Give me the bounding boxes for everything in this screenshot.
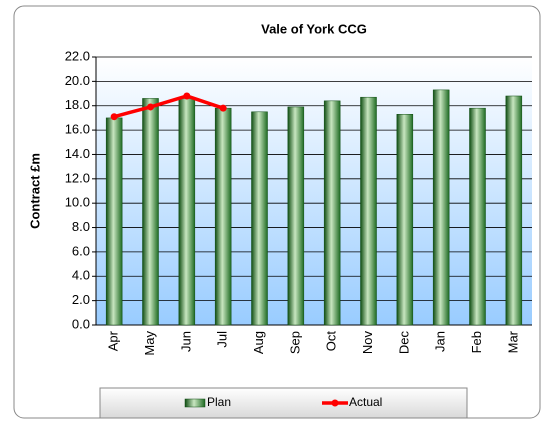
bar [214, 107, 232, 326]
line-marker [183, 92, 191, 100]
y-tick-label: 18.0 [65, 97, 90, 112]
y-axis-label: Contract £m [27, 153, 42, 229]
x-tick-label: Dec [396, 331, 411, 355]
y-tick-label: 4.0 [72, 268, 90, 283]
bar [105, 117, 123, 326]
y-tick-label: 10.0 [65, 195, 90, 210]
x-tick-label: Apr [106, 330, 121, 351]
bar [287, 106, 305, 326]
x-tick-label: Sep [287, 331, 302, 354]
legend-label: Plan [207, 395, 231, 409]
bar [469, 107, 486, 326]
x-tick-label: Aug [251, 331, 266, 354]
y-tick-label: 12.0 [65, 170, 90, 185]
legend-box [99, 387, 468, 419]
plot-area [96, 57, 532, 325]
bar [432, 89, 450, 326]
bar [142, 98, 159, 326]
x-tick-label: Oct [324, 331, 339, 352]
x-tick-label: Jul [215, 331, 230, 348]
y-tick-label: 20.0 [65, 73, 90, 88]
y-tick-label: 14.0 [65, 146, 90, 161]
y-tick-label: 0.0 [72, 316, 90, 331]
bar [251, 111, 268, 326]
y-tick-label: 22.0 [65, 48, 90, 63]
legend-marker [331, 399, 339, 407]
x-tick-label: Nov [360, 331, 375, 355]
bar [505, 95, 523, 326]
bar [178, 98, 196, 326]
bar [396, 114, 414, 326]
chart-title: Vale of York CCG [261, 21, 367, 36]
x-tick-label: Jun [178, 331, 193, 352]
line-marker [147, 103, 154, 111]
y-tick-label: 2.0 [72, 292, 90, 307]
y-tick-label: 8.0 [72, 219, 90, 234]
x-tick-label: Jan [433, 331, 448, 352]
line [113, 94, 224, 119]
line-marker [219, 104, 227, 112]
x-tick-label: Mar [505, 330, 520, 353]
line-marker [110, 113, 118, 121]
y-tick-label: 6.0 [72, 243, 90, 258]
y-tick-label: 16.0 [65, 122, 90, 137]
bar [360, 96, 377, 326]
legend-swatch [184, 398, 206, 408]
bar [323, 100, 341, 326]
legend-label: Actual [349, 395, 382, 409]
x-tick-label: Feb [469, 331, 484, 353]
x-tick-label: May [142, 331, 157, 356]
